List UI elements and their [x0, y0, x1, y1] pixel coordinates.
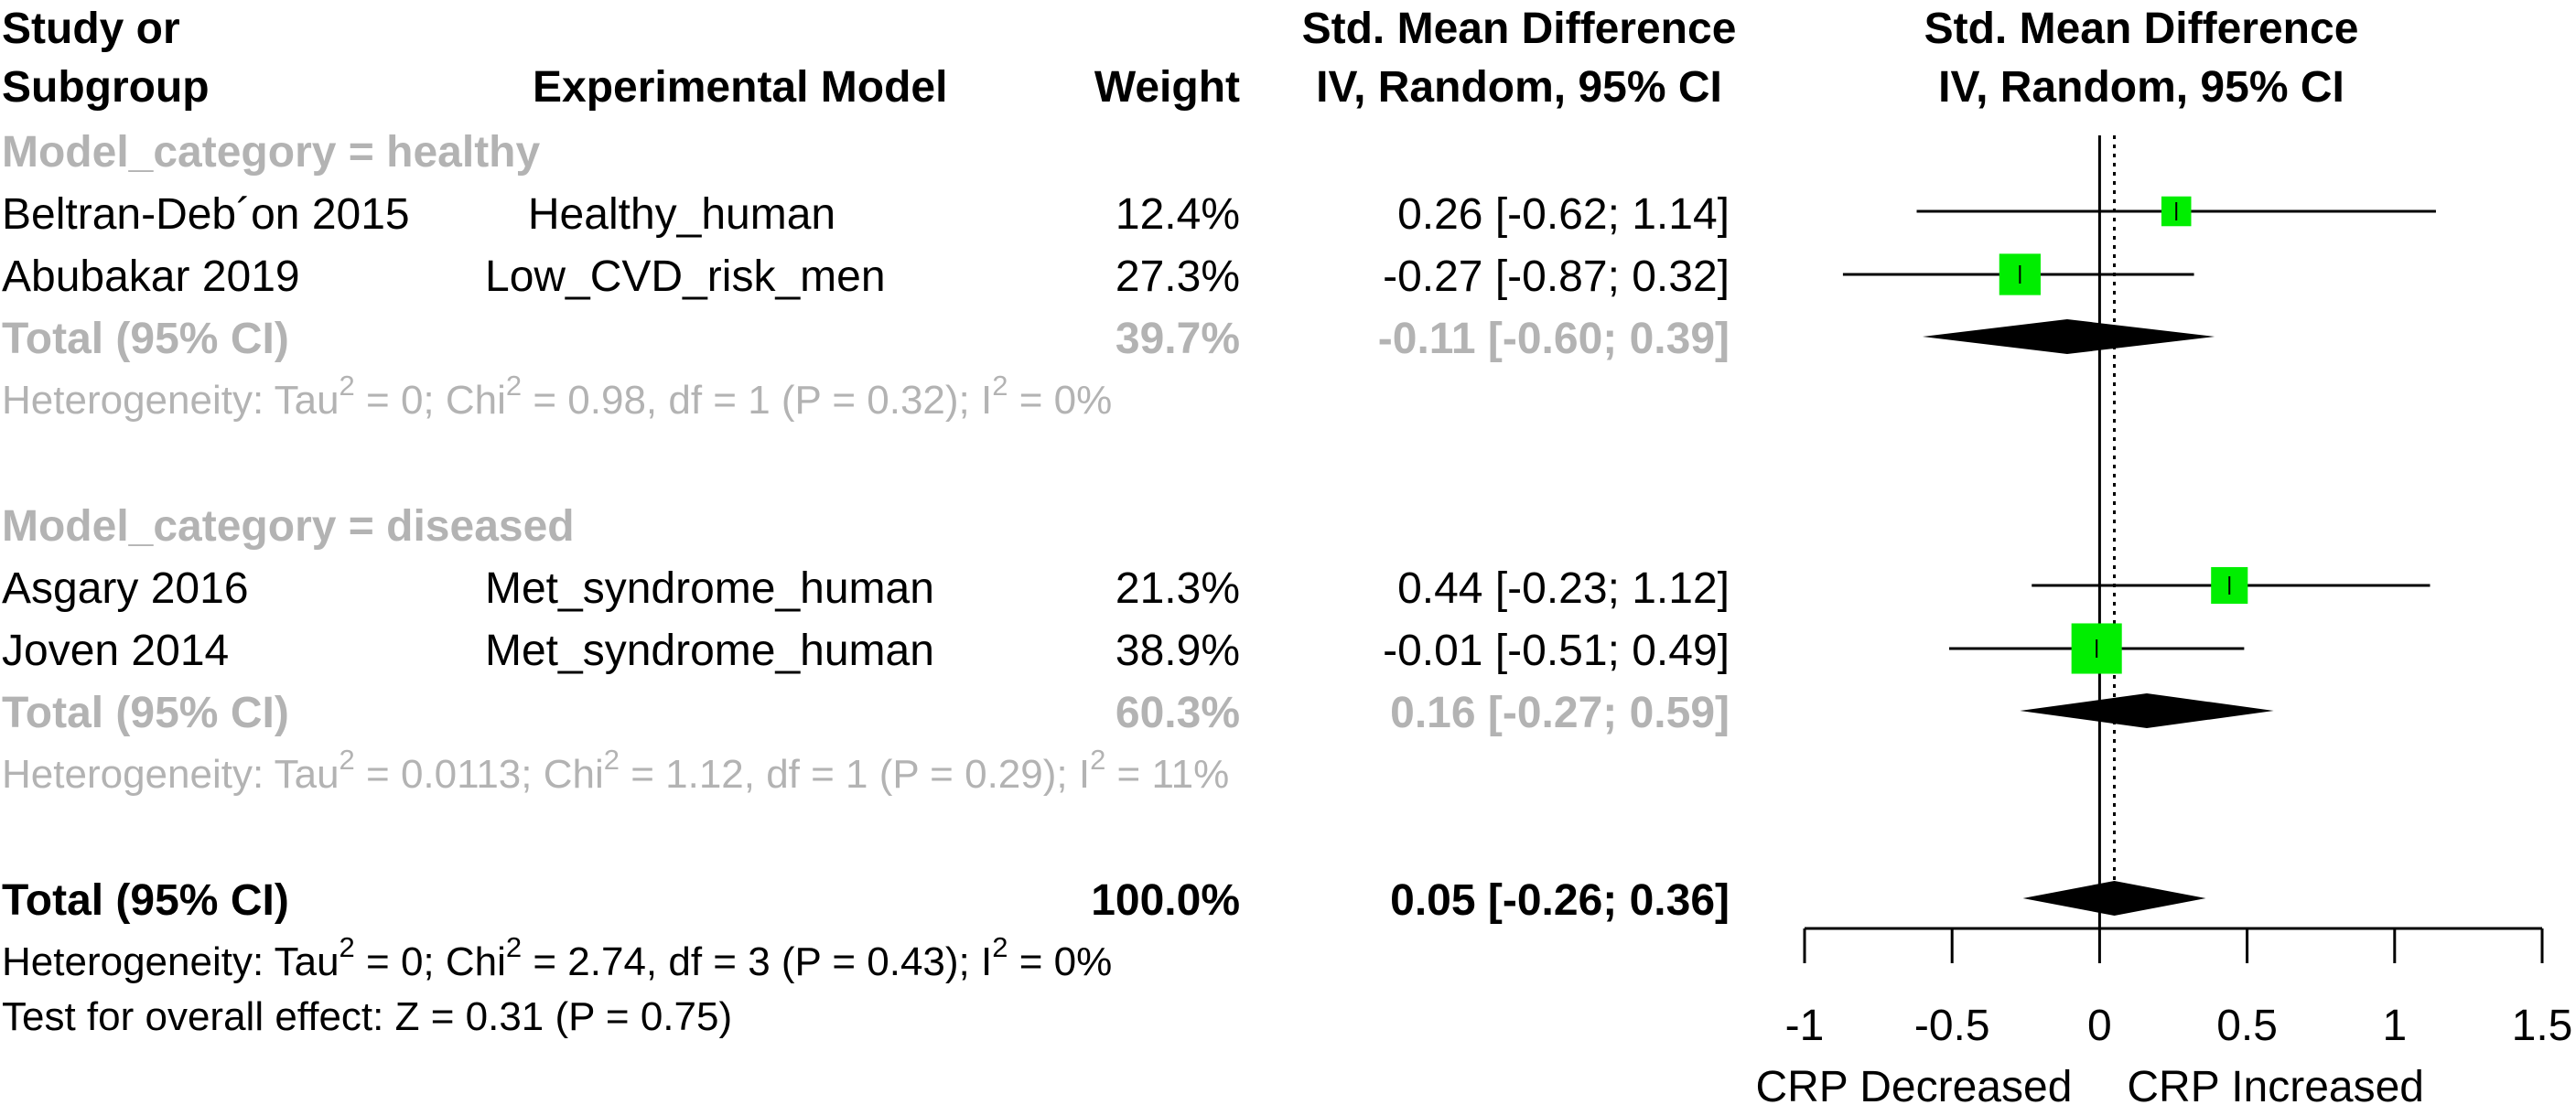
header-smd-line2: IV, Random, 95% CI: [1316, 63, 1722, 112]
subgroup-total-weight: 39.7%: [1115, 315, 1240, 363]
study-name: Abubakar 2019: [2, 252, 300, 301]
study-model: Met_syndrome_human: [485, 564, 934, 613]
x-axis-label-left: CRP Decreased: [1755, 1063, 2072, 1105]
x-tick-label: 1.5: [2512, 1002, 2573, 1050]
subgroup-total-ci: -0.11 [-0.60; 0.39]: [1377, 315, 1730, 363]
header-smd-line1: Std. Mean Difference: [1301, 5, 1737, 53]
overall-total-weight: 100.0%: [1091, 876, 1240, 925]
overall-heterogeneity: Heterogeneity: Tau2 = 0; Chi2 = 2.74, df…: [2, 931, 1113, 984]
subgroup-total-ci: 0.16 [-0.27; 0.59]: [1390, 689, 1730, 737]
study-ci: 0.44 [-0.23; 1.12]: [1397, 564, 1730, 613]
subgroup-total-label: Total (95% CI): [2, 315, 289, 363]
study-weight: 21.3%: [1115, 564, 1240, 613]
study-weight: 27.3%: [1115, 252, 1240, 301]
x-tick-label: 0: [2087, 1002, 2112, 1050]
x-tick-label: 1: [2382, 1002, 2407, 1050]
x-tick-label: 0.5: [2216, 1002, 2278, 1050]
overall-total-ci: 0.05 [-0.26; 0.36]: [1390, 876, 1730, 925]
header-study-line1: Study or: [2, 5, 180, 53]
study-name: Asgary 2016: [2, 564, 249, 613]
subgroup-heterogeneity: Heterogeneity: Tau2 = 0.0113; Chi2 = 1.1…: [2, 744, 1230, 797]
study-weight: 12.4%: [1115, 190, 1240, 239]
subgroup-total-label: Total (95% CI): [2, 689, 289, 737]
x-axis-label-right: CRP Increased: [2127, 1063, 2424, 1105]
study-ci: -0.27 [-0.87; 0.32]: [1383, 252, 1730, 301]
overall-effect-test: Test for overall effect: Z = 0.31 (P = 0…: [2, 994, 733, 1039]
study-name: Beltran-Deb´on 2015: [2, 190, 410, 239]
study-model: Low_CVD_risk_men: [485, 252, 886, 301]
header-weight: Weight: [1094, 63, 1240, 112]
study-ci: 0.26 [-0.62; 1.14]: [1397, 190, 1730, 239]
study-name: Joven 2014: [2, 627, 230, 675]
x-tick-label: -1: [1785, 1002, 1825, 1050]
study-ci: -0.01 [-0.51; 0.49]: [1383, 627, 1730, 675]
subgroup-title-diseased: Model_category = diseased: [2, 502, 575, 551]
x-tick-label: -0.5: [1914, 1002, 1990, 1050]
header-plot-line1: Std. Mean Difference: [1924, 5, 2359, 53]
subgroup-total-weight: 60.3%: [1115, 689, 1240, 737]
study-weight: 38.9%: [1115, 627, 1240, 675]
study-model: Healthy_human: [527, 190, 836, 239]
header-experimental-model: Experimental Model: [533, 63, 948, 112]
subtotal-diamond-diseased: [2020, 693, 2274, 728]
header-plot-line2: IV, Random, 95% CI: [1938, 63, 2344, 112]
overall-diamond: [2022, 881, 2206, 916]
subtotal-diamond-healthy: [1922, 319, 2215, 354]
subgroup-heterogeneity: Heterogeneity: Tau2 = 0; Chi2 = 0.98, df…: [2, 370, 1113, 423]
header-study-line2: Subgroup: [2, 63, 210, 112]
study-model: Met_syndrome_human: [485, 627, 934, 675]
overall-total-label: Total (95% CI): [2, 876, 289, 925]
subgroup-title-healthy: Model_category = healthy: [2, 128, 541, 177]
